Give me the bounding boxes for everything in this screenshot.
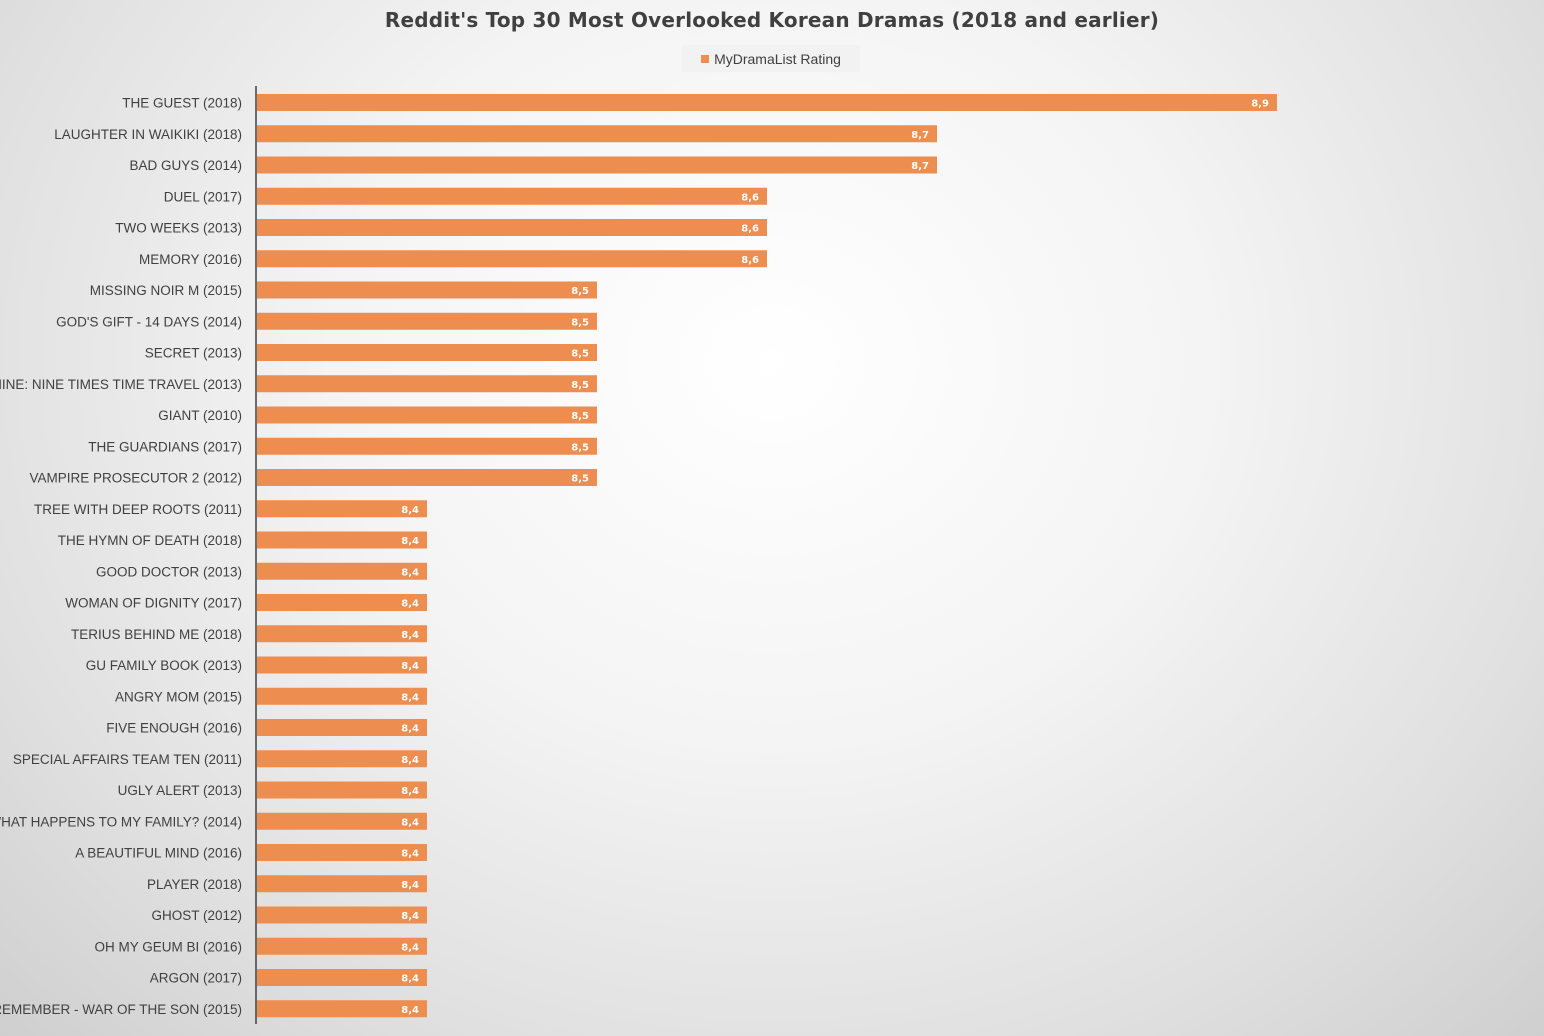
category-label: THE HYMN OF DEATH (2018)	[58, 533, 242, 548]
category-label: VAMPIRE PROSECUTOR 2 (2012)	[29, 471, 242, 486]
legend: MyDramaList Rating	[682, 45, 860, 72]
category-label: GU FAMILY BOOK (2013)	[86, 658, 242, 673]
data-label: 8,5	[571, 411, 589, 422]
bar	[257, 875, 427, 893]
data-label: 8,4	[401, 786, 419, 797]
category-label: GIANT (2010)	[158, 408, 242, 423]
category-label: GOD'S GIFT - 14 DAYS (2014)	[56, 314, 242, 329]
data-label: 8,6	[741, 192, 759, 203]
data-label: 8,5	[571, 442, 589, 453]
data-label: 8,7	[911, 130, 929, 141]
bar	[257, 469, 597, 486]
bar	[257, 937, 427, 955]
bar	[257, 687, 427, 705]
bar	[257, 656, 427, 674]
category-label: ANGRY MOM (2015)	[115, 689, 242, 704]
bar	[257, 906, 427, 924]
data-label: 8,4	[401, 755, 419, 766]
data-label: 8,4	[401, 911, 419, 922]
data-label: 8,4	[401, 661, 419, 672]
data-label: 8,4	[401, 880, 419, 891]
data-label: 8,4	[401, 724, 419, 735]
bar	[257, 156, 937, 174]
bar	[257, 1000, 427, 1018]
data-label: 8,6	[741, 224, 759, 235]
bar	[257, 312, 597, 330]
data-label: 8,4	[401, 567, 419, 578]
bar	[257, 562, 427, 580]
data-label: 8,4	[401, 817, 419, 828]
bar	[257, 594, 427, 611]
bar	[257, 406, 597, 424]
category-label: ARGON (2017)	[150, 971, 242, 986]
category-label: THE GUEST (2018)	[122, 96, 242, 111]
data-label: 8,9	[1251, 99, 1269, 110]
category-label: OH MY GEUM BI (2016)	[94, 939, 242, 954]
bar	[257, 375, 597, 393]
bar	[257, 250, 767, 268]
category-label: NINE: NINE TIMES TIME TRAVEL (2013)	[0, 377, 242, 392]
bar	[257, 219, 767, 236]
bar	[257, 344, 597, 361]
data-label: 8,6	[741, 255, 759, 266]
bar	[257, 437, 597, 455]
data-label: 8,4	[401, 505, 419, 516]
category-label: THE GUARDIANS (2017)	[88, 439, 242, 454]
category-label: SECRET (2013)	[145, 346, 242, 361]
bar	[257, 719, 427, 736]
data-label: 8,5	[571, 380, 589, 391]
category-label: UGLY ALERT (2013)	[118, 783, 242, 798]
data-label: 8,4	[401, 849, 419, 860]
category-label: MISSING NOIR M (2015)	[90, 283, 242, 298]
category-label: GHOST (2012)	[151, 908, 242, 923]
category-label: TREE WITH DEEP ROOTS (2011)	[34, 502, 242, 517]
category-label: TWO WEEKS (2013)	[115, 221, 242, 236]
bar	[257, 125, 937, 143]
data-label: 8,4	[401, 599, 419, 610]
data-label: 8,4	[401, 692, 419, 703]
category-label: WOMAN OF DIGNITY (2017)	[65, 596, 242, 611]
category-label: GOOD DOCTOR (2013)	[96, 564, 242, 579]
data-label: 8,5	[571, 317, 589, 328]
bar	[257, 969, 427, 986]
category-label: A BEAUTIFUL MIND (2016)	[75, 846, 242, 861]
category-label: BAD GUYS (2014)	[129, 158, 242, 173]
data-label: 8,7	[911, 161, 929, 172]
category-label: PLAYER (2018)	[147, 877, 242, 892]
data-label: 8,4	[401, 942, 419, 953]
legend-swatch	[701, 54, 710, 63]
data-label: 8,5	[571, 474, 589, 485]
bar	[257, 281, 597, 299]
category-label: SPECIAL AFFAIRS TEAM TEN (2011)	[13, 752, 242, 767]
bar	[257, 812, 427, 830]
data-label: 8,5	[571, 286, 589, 297]
bar	[257, 531, 427, 549]
bar	[257, 750, 427, 768]
bar	[257, 187, 767, 205]
bar	[257, 844, 427, 861]
category-label: FIVE ENOUGH (2016)	[106, 721, 242, 736]
legend-label: MyDramaList Rating	[714, 50, 841, 67]
chart-title: Reddit's Top 30 Most Overlooked Korean D…	[384, 8, 1160, 32]
data-label: 8,4	[401, 630, 419, 641]
bar	[257, 625, 427, 643]
category-label: REMEMBER - WAR OF THE SON (2015)	[0, 1002, 242, 1017]
category-label: TERIUS BEHIND ME (2018)	[71, 627, 242, 642]
data-label: 8,4	[401, 1005, 419, 1016]
bar	[257, 500, 427, 518]
data-label: 8,5	[571, 349, 589, 360]
data-label: 8,4	[401, 974, 419, 985]
category-label: LAUGHTER IN WAIKIKI (2018)	[54, 127, 242, 142]
bar	[257, 94, 1277, 111]
bar	[257, 781, 427, 799]
data-label: 8,4	[401, 536, 419, 547]
category-label: DUEL (2017)	[164, 189, 242, 204]
category-label: WHAT HAPPENS TO MY FAMILY? (2014)	[0, 814, 242, 829]
category-label: MEMORY (2016)	[139, 252, 242, 267]
